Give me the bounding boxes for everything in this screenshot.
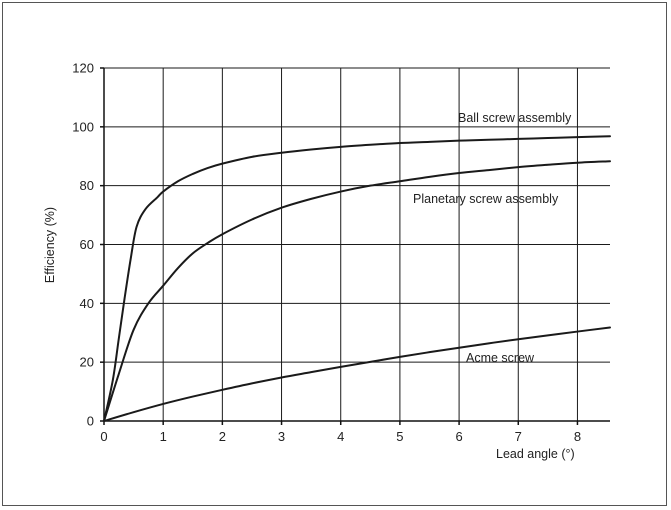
x-tick-label: 7	[515, 429, 522, 444]
ball-screw-assembly-line	[103, 135, 611, 422]
ball-screw-assembly-label: Ball screw assembly	[458, 111, 572, 125]
chart-frame	[2, 2, 667, 506]
series-lines	[103, 135, 611, 422]
x-tick-label: 3	[278, 429, 285, 444]
y-tick-label: 0	[87, 414, 94, 429]
x-tick-label: 1	[160, 429, 167, 444]
planetary-screw-assembly-label: Planetary screw assembly	[413, 192, 559, 206]
y-tick-label: 100	[72, 119, 94, 134]
series-labels: Ball screw assembly Planetary screw assem…	[413, 111, 572, 365]
x-tick-label: 6	[455, 429, 462, 444]
x-tick-label: 5	[396, 429, 403, 444]
y-tick-label: 40	[80, 296, 94, 311]
y-tick-label: 60	[80, 237, 94, 252]
x-tick-label: 2	[219, 429, 226, 444]
acme-screw-line	[103, 326, 611, 422]
y-tick-label: 80	[80, 178, 94, 193]
axes	[100, 67, 610, 425]
x-tick-label: 0	[100, 429, 107, 444]
gridlines	[104, 67, 610, 421]
y-tick-label: 120	[72, 61, 94, 76]
y-axis-label: Efficiency (%)	[43, 207, 57, 283]
y-tick-label: 20	[80, 355, 94, 370]
planetary-screw-assembly-line	[103, 160, 611, 422]
x-tick-label: 8	[574, 429, 581, 444]
x-axis-label: Lead angle (°)	[496, 447, 575, 461]
acme-screw-label: Acme screw	[466, 351, 535, 365]
x-tick-label: 4	[337, 429, 344, 444]
